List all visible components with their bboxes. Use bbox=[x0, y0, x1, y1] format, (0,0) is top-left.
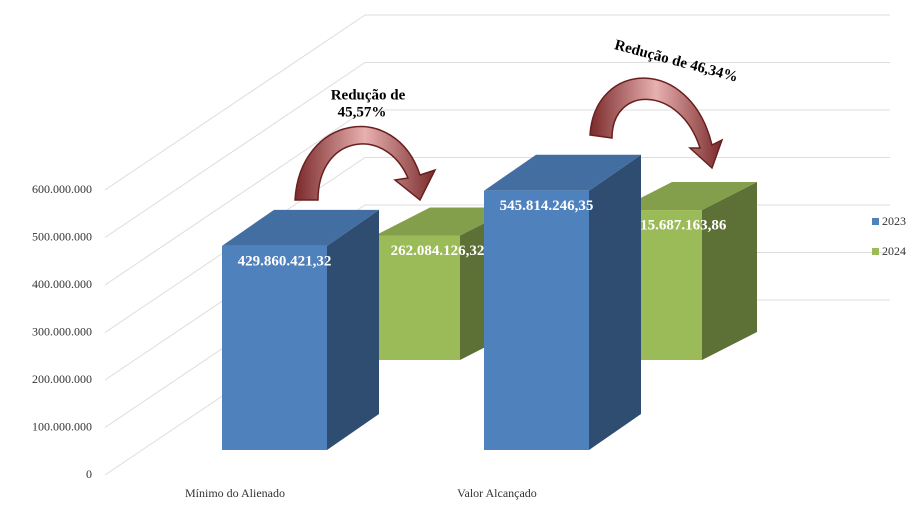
bar bbox=[484, 190, 589, 451]
value-label: 545.814.246,35 bbox=[500, 198, 594, 214]
annotation: 45,57% bbox=[338, 104, 387, 120]
arrow bbox=[589, 77, 724, 170]
legend-label: 2024 bbox=[882, 244, 906, 258]
value-label: 429.860.421,32 bbox=[238, 253, 332, 269]
bar-side bbox=[702, 182, 757, 360]
bar-top bbox=[617, 182, 757, 211]
bar-top bbox=[222, 209, 379, 246]
bar bbox=[222, 245, 327, 450]
x-tick-label: Mínimo do Alienado bbox=[185, 486, 285, 500]
grid-line bbox=[104, 62, 890, 238]
x-tick-label: Valor Alcançado bbox=[457, 486, 537, 500]
legend-swatch bbox=[872, 218, 879, 225]
value-label: 262.084.126,32 bbox=[391, 243, 485, 259]
grid-line bbox=[104, 109, 890, 286]
legend-label: 2023 bbox=[882, 214, 906, 228]
bar-top bbox=[375, 207, 515, 236]
y-tick-label: 200.000.000 bbox=[32, 372, 92, 386]
y-tick-label: 0 bbox=[86, 467, 92, 481]
bar-top bbox=[484, 154, 641, 191]
y-tick-label: 300.000.000 bbox=[32, 324, 92, 338]
annotation: Redução de bbox=[331, 87, 406, 103]
annotation: Redução de 46,34% bbox=[613, 37, 740, 85]
bar bbox=[375, 235, 460, 360]
bars: 262.084.126,32 315.687.163,86 429.860.421,… bbox=[222, 154, 757, 451]
grid-line bbox=[104, 14, 890, 191]
y-tick-label: 400.000.000 bbox=[32, 277, 92, 291]
arrow bbox=[294, 125, 437, 202]
y-tick-label: 600.000.000 bbox=[32, 182, 92, 196]
y-tick-label: 500.000.000 bbox=[32, 229, 92, 243]
y-tick-label: 100.000.000 bbox=[32, 419, 92, 433]
legend-swatch bbox=[872, 248, 879, 255]
value-label: 315.687.163,86 bbox=[633, 217, 727, 233]
bar-side bbox=[327, 209, 379, 450]
bar-side bbox=[589, 154, 641, 451]
grid bbox=[104, 14, 890, 476]
